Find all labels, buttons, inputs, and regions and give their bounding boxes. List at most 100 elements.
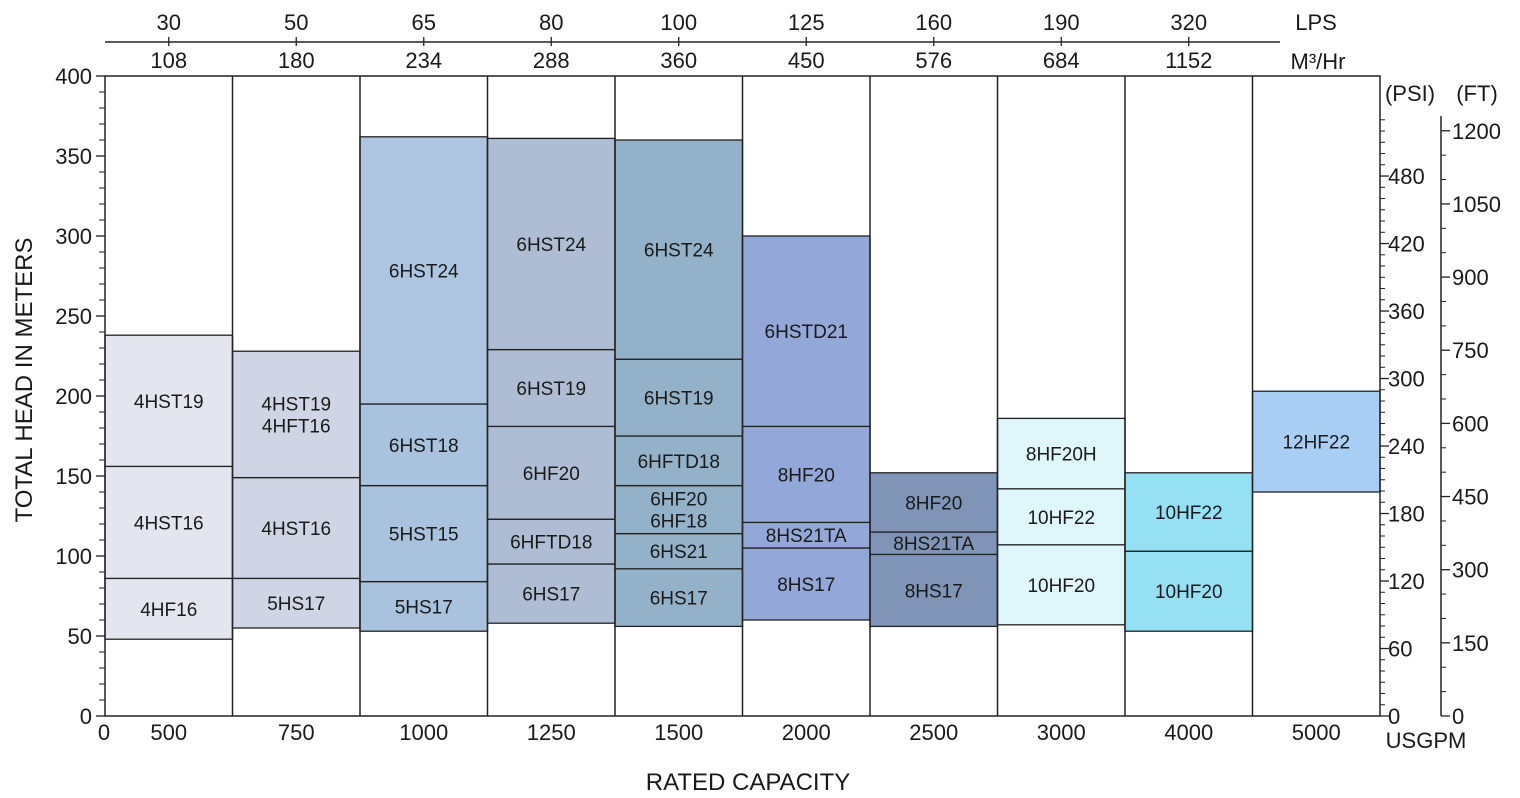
band-rect (1251, 390, 1381, 493)
lps-tick-label: 160 (915, 10, 952, 35)
x-tick-label: 2500 (909, 720, 958, 745)
m3hr-tick-label: 450 (788, 48, 825, 73)
band-rect (741, 425, 871, 524)
band-rect (741, 235, 871, 428)
band-rect (359, 403, 489, 487)
band-label: 8HS17 (777, 575, 835, 596)
axes-layer: 500 750 1000 1250 1500 2000 2500 3000 4000 500005… (55, 64, 1340, 745)
band-label: 6HST24 (516, 235, 586, 256)
band-label: 6HS17 (522, 585, 580, 606)
x-unit-label: USGPM (1386, 728, 1467, 753)
lps-tick-label: 125 (788, 10, 825, 35)
band-label: 10HF20 (1027, 576, 1095, 597)
psi-tick-label: 420 (1388, 232, 1425, 257)
y-tick-label: 300 (55, 224, 92, 249)
psi-tick-label: 240 (1388, 434, 1425, 459)
m3hr-tick-label: 288 (533, 48, 570, 73)
m3hr-tick-label: 234 (405, 48, 442, 73)
m3hr-tick-label: 108 (150, 48, 187, 73)
y-tick-label: 50 (68, 624, 92, 649)
band-label: 6HSTD21 (765, 322, 848, 343)
band-label: 4HF16 (140, 600, 197, 621)
psi-unit-label: (PSI) (1385, 81, 1435, 106)
lps-tick-label: 100 (660, 10, 697, 35)
band-rect (614, 139, 744, 360)
band-label: 5HST15 (389, 525, 459, 546)
y-tick-label: 250 (55, 304, 92, 329)
band-label: 6HST19 (516, 379, 586, 400)
band-label: 6HFTD18 (638, 452, 720, 473)
lps-tick-label: 190 (1043, 10, 1080, 35)
x-tick-label: 3000 (1037, 720, 1086, 745)
band-label: 6HST18 (389, 436, 459, 457)
y-tick-label: 150 (55, 464, 92, 489)
band-label: 12HF22 (1282, 433, 1350, 454)
x-tick-label: 4000 (1164, 720, 1213, 745)
band-rect (104, 334, 234, 468)
band-label: 6HST24 (644, 241, 714, 262)
m3hr-tick-label: 360 (660, 48, 697, 73)
band-label: 6HS17 (650, 589, 708, 610)
psi-tick-label: 480 (1388, 164, 1425, 189)
band-rect (614, 435, 744, 487)
x-tick-label: 5000 (1292, 720, 1341, 745)
band-label: 4HST16 (134, 513, 204, 534)
ft-tick-label: 150 (1452, 631, 1489, 656)
bands-layer: 4HF164HST164HST195HS174HST164HST194HFT16… (104, 136, 1381, 640)
lps-tick-label: 320 (1170, 10, 1207, 35)
band-label: 8HF20 (778, 465, 835, 486)
band-label: 4HST16 (261, 519, 331, 540)
band-label: 6HS21 (650, 542, 708, 563)
band-rect (104, 577, 234, 640)
x-tick-label: 1250 (527, 720, 576, 745)
top-scale-layer: 30 108 50 180 65 234 80 288 100 360 125 450 160 576 19… (105, 10, 1280, 73)
band-rect (486, 137, 616, 351)
psi-tick-label: 180 (1388, 502, 1425, 527)
m3hr-tick-label: 1152 (1165, 48, 1212, 73)
x-axis-title: RATED CAPACITY (646, 769, 850, 796)
ft-tick-label: 750 (1452, 338, 1489, 363)
ft-tick-label: 600 (1452, 411, 1489, 436)
psi-tick-label: 360 (1388, 299, 1425, 324)
band-rect (359, 136, 489, 405)
psi-tick-label: 300 (1388, 367, 1425, 392)
lps-tick-label: 65 (412, 10, 436, 35)
band-rect (996, 488, 1126, 546)
x-origin-label: 0 (98, 720, 110, 745)
lps-tick-label: 80 (539, 10, 563, 35)
band-rect (231, 476, 361, 580)
m3hr-tick-label: 180 (278, 48, 315, 73)
band-label: 10HF20 (1155, 582, 1223, 603)
x-tick-label: 1500 (654, 720, 703, 745)
band-rect (614, 484, 744, 535)
band-label: 5HS17 (267, 594, 325, 615)
band-label: 6HF18 (650, 512, 707, 533)
lps-unit-label: LPS (1295, 10, 1337, 35)
ft-tick-label: 1050 (1452, 192, 1501, 217)
psi-tick-label: 0 (1388, 704, 1400, 729)
band-label: 10HF22 (1027, 508, 1095, 529)
band-label: 6HF20 (650, 490, 707, 511)
y-axis-title: TOTAL HEAD IN METERS (11, 238, 38, 523)
band-label: 4HFT16 (262, 416, 331, 437)
band-label: 8HF20 (905, 493, 962, 514)
ft-tick-label: 0 (1452, 704, 1464, 729)
band-label: 8HS17 (905, 581, 963, 602)
ft-tick-label: 300 (1452, 558, 1489, 583)
lps-tick-label: 30 (157, 10, 181, 35)
x-tick-label: 500 (150, 720, 187, 745)
band-label: 8HS21TA (893, 534, 974, 555)
psi-tick-label: 60 (1388, 637, 1412, 662)
band-label: 5HS17 (395, 597, 453, 618)
x-tick-label: 1000 (399, 720, 448, 745)
y-tick-label: 200 (55, 384, 92, 409)
ft-tick-label: 1200 (1452, 119, 1501, 144)
x-tick-label: 2000 (782, 720, 831, 745)
band-rect (104, 465, 234, 580)
band-rect (1124, 550, 1254, 632)
band-rect (996, 544, 1126, 626)
band-rect (614, 358, 744, 437)
band-label: 6HST19 (644, 389, 714, 410)
